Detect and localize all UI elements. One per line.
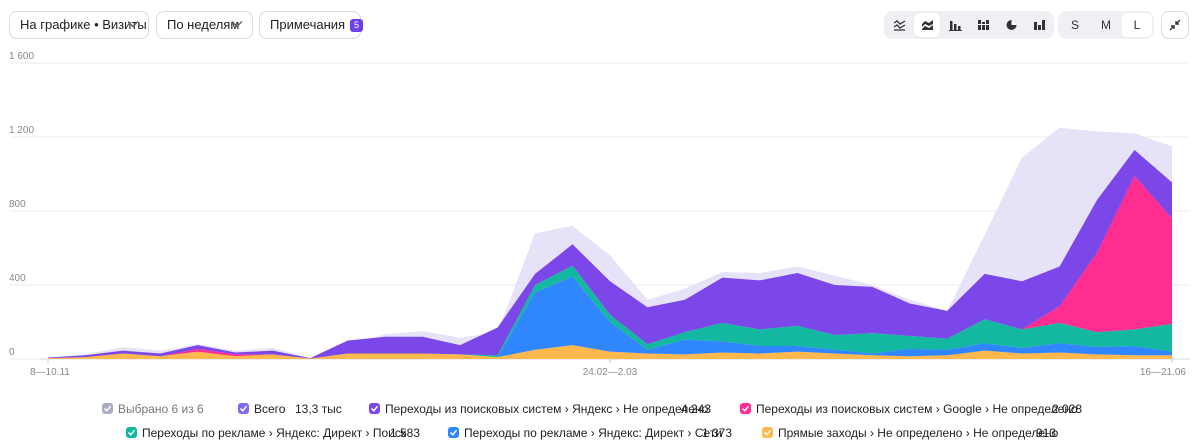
legend-label: Переходы по рекламе › Яндекс: Директ › С… [464, 426, 723, 440]
y-tick-label: 1 600 [9, 51, 34, 62]
graph-metric-label: На графике • Визиты [20, 17, 147, 32]
legend-label: Переходы по рекламе › Яндекс: Директ › П… [142, 426, 407, 440]
y-tick-label: 800 [9, 199, 26, 210]
stacked-bar-icon [978, 20, 989, 30]
legend-row-2: Переходы по рекламе › Яндекс: Директ › П… [0, 425, 1200, 443]
bar-chart-icon [949, 21, 962, 31]
pie-chart-icon [1006, 20, 1017, 30]
checkbox-icon [762, 427, 773, 438]
chart-axis-labels: 0 400 800 1 200 1 600 8—10.11 24.02—2.03 16—21.… [9, 51, 1186, 378]
series-area-1 [48, 276, 1172, 359]
stacked-area-icon [922, 20, 933, 30]
series-area-0 [48, 345, 1172, 359]
collapse-icon [1169, 19, 1181, 31]
chart-type-switcher [884, 11, 1054, 39]
x-tick-label: 8—10.11 [30, 367, 70, 378]
legend-value: 4 243 [681, 402, 712, 416]
series-area-4 [48, 149, 1172, 359]
series-area-2 [48, 265, 1172, 359]
legend-value: 1 373 [702, 426, 733, 440]
bar-chart-button[interactable] [942, 13, 968, 37]
legend-selected-label: Выбрано 6 из 6 [118, 402, 204, 416]
chart-toolbar: На графике • Визиты По неделям Примечани… [0, 0, 1200, 50]
graph-metric-select[interactable]: На графике • Визиты [9, 11, 149, 39]
visits-stacked-area-chart: 0 400 800 1 200 1 600 8—10.11 24.02—2.03 16—21.… [9, 51, 1190, 378]
chevron-down-icon [127, 21, 139, 28]
column-chart-button[interactable] [1026, 13, 1052, 37]
chart-size-switcher: S M L [1058, 11, 1154, 39]
legend-value: 13,3 тыс [295, 402, 342, 416]
legend-label: Переходы из поисковых систем › Google › … [756, 402, 1078, 416]
chevron-down-icon [231, 21, 243, 28]
checkbox-icon [369, 403, 380, 414]
checkbox-icon [238, 403, 249, 414]
line-chart-icon [893, 20, 906, 31]
notes-button[interactable]: Примечания 5 [259, 11, 364, 39]
stacked-bar-button[interactable] [970, 13, 996, 37]
chart-areas [48, 127, 1172, 359]
legend-row-1: Выбрано 6 из 6 Всего 13,3 тыс Переходы и… [0, 401, 1200, 419]
checkbox-icon [448, 427, 459, 438]
y-tick-label: 400 [9, 273, 26, 284]
line-chart-button[interactable] [886, 13, 912, 37]
legend-value: 2 028 [1052, 402, 1083, 416]
x-tick-label: 24.02—2.03 [583, 367, 638, 378]
period-select[interactable]: По неделям [156, 11, 253, 39]
size-l-button[interactable]: L [1122, 13, 1152, 37]
checkbox-icon [102, 403, 113, 414]
legend-label: Всего [254, 402, 286, 416]
column-chart-icon [1034, 20, 1045, 30]
legend-label: Переходы из поисковых систем › Яндекс › … [385, 402, 709, 416]
legend-value: 1 583 [390, 426, 421, 440]
collapse-button[interactable] [1161, 11, 1189, 39]
notes-label: Примечания [270, 17, 346, 32]
notes-count-badge: 5 [350, 19, 364, 32]
legend-label: Прямые заходы › Не определено › Не опред… [778, 426, 1059, 440]
size-s-button[interactable]: S [1070, 18, 1079, 32]
checkbox-icon [126, 427, 137, 438]
stacked-area-button[interactable] [914, 13, 940, 37]
y-tick-label: 1 200 [9, 125, 34, 136]
x-tick-label: 16—21.06 [1140, 367, 1187, 378]
legend-value: 913 [1036, 426, 1057, 440]
pie-chart-button[interactable] [998, 13, 1024, 37]
size-m-button[interactable]: M [1101, 18, 1111, 32]
checkbox-icon [740, 403, 751, 414]
y-tick-label: 0 [9, 347, 15, 358]
period-label: По неделям [167, 17, 240, 32]
